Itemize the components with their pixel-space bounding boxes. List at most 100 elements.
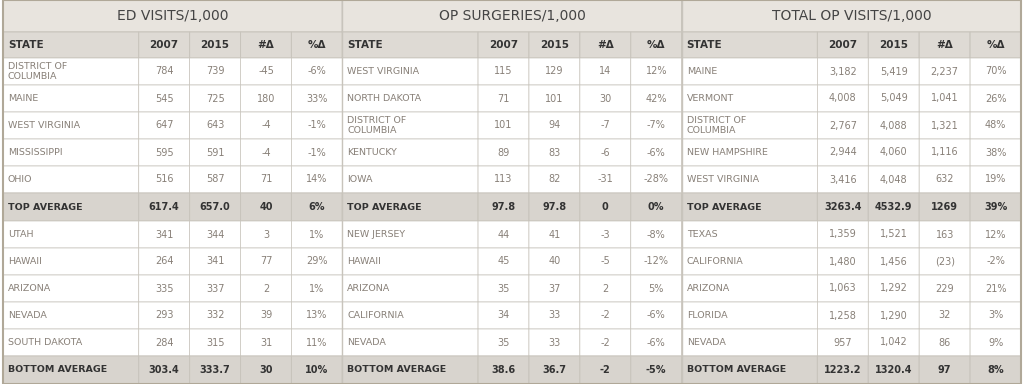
Text: 36.7: 36.7: [543, 365, 566, 375]
Text: 101: 101: [545, 93, 563, 104]
Text: -12%: -12%: [644, 257, 669, 266]
Text: -2%: -2%: [986, 257, 1005, 266]
Bar: [868, 166, 920, 193]
Text: 89: 89: [498, 147, 510, 157]
Text: BOTTOM AVERAGE: BOTTOM AVERAGE: [687, 366, 785, 374]
Text: 587: 587: [206, 174, 224, 184]
Bar: [478, 221, 529, 248]
Bar: [478, 112, 529, 139]
Text: CALIFORNIA: CALIFORNIA: [347, 311, 404, 320]
Bar: [580, 85, 631, 112]
Bar: [138, 221, 189, 248]
Bar: [529, 85, 580, 112]
Text: 1%: 1%: [309, 230, 325, 240]
Bar: [580, 32, 631, 58]
Text: DISTRICT OF
COLUMBIA: DISTRICT OF COLUMBIA: [687, 116, 745, 135]
Text: 647: 647: [155, 121, 173, 131]
Bar: [631, 58, 682, 85]
Bar: [342, 248, 478, 275]
Text: 957: 957: [834, 338, 852, 348]
Text: STATE: STATE: [8, 40, 44, 50]
Bar: [292, 58, 342, 85]
Text: 1,041: 1,041: [931, 93, 958, 104]
Bar: [817, 58, 868, 85]
Text: 293: 293: [155, 311, 173, 321]
Text: MISSISSIPPI: MISSISSIPPI: [8, 148, 62, 157]
Bar: [529, 356, 580, 384]
Bar: [868, 356, 920, 384]
Text: 42%: 42%: [645, 93, 667, 104]
Text: -7%: -7%: [647, 121, 666, 131]
Bar: [920, 32, 970, 58]
Bar: [970, 58, 1021, 85]
Text: 657.0: 657.0: [200, 202, 230, 212]
Text: 45: 45: [498, 257, 510, 266]
Bar: [3, 356, 138, 384]
Text: BOTTOM AVERAGE: BOTTOM AVERAGE: [347, 366, 446, 374]
Bar: [868, 329, 920, 356]
Text: 229: 229: [935, 283, 954, 293]
Bar: [868, 302, 920, 329]
Text: CALIFORNIA: CALIFORNIA: [687, 257, 743, 266]
Text: -7: -7: [600, 121, 610, 131]
Text: -2: -2: [600, 365, 610, 375]
Bar: [970, 302, 1021, 329]
Text: 44: 44: [498, 230, 510, 240]
Text: 3263.4: 3263.4: [824, 202, 861, 212]
Text: %Δ: %Δ: [647, 40, 666, 50]
Text: 48%: 48%: [985, 121, 1007, 131]
Bar: [631, 193, 682, 221]
Bar: [3, 32, 138, 58]
Bar: [292, 139, 342, 166]
Bar: [189, 166, 241, 193]
Bar: [868, 85, 920, 112]
Text: 37: 37: [548, 283, 560, 293]
Bar: [138, 32, 189, 58]
Bar: [970, 329, 1021, 356]
Text: -6%: -6%: [647, 147, 666, 157]
Text: 9%: 9%: [988, 338, 1004, 348]
Text: 643: 643: [206, 121, 224, 131]
Bar: [3, 329, 138, 356]
Text: 33: 33: [548, 338, 560, 348]
Text: 2015: 2015: [540, 40, 569, 50]
Bar: [631, 221, 682, 248]
Text: 2007: 2007: [488, 40, 518, 50]
Bar: [682, 139, 817, 166]
Text: MAINE: MAINE: [8, 94, 38, 103]
Text: 34: 34: [498, 311, 510, 321]
Text: 39%: 39%: [984, 202, 1008, 212]
Text: 97: 97: [938, 365, 951, 375]
Bar: [138, 248, 189, 275]
Text: 632: 632: [935, 174, 954, 184]
Bar: [342, 58, 478, 85]
Text: 113: 113: [495, 174, 513, 184]
Bar: [478, 193, 529, 221]
Bar: [342, 356, 478, 384]
Text: 163: 163: [936, 230, 953, 240]
Text: 40: 40: [548, 257, 560, 266]
Text: 344: 344: [206, 230, 224, 240]
Text: #Δ: #Δ: [258, 40, 274, 50]
Text: 35: 35: [498, 283, 510, 293]
Text: 2015: 2015: [201, 40, 229, 50]
Bar: [631, 139, 682, 166]
Text: TOP AVERAGE: TOP AVERAGE: [8, 202, 83, 212]
Bar: [580, 112, 631, 139]
Bar: [292, 193, 342, 221]
Bar: [817, 329, 868, 356]
Bar: [478, 302, 529, 329]
Bar: [970, 356, 1021, 384]
Bar: [292, 32, 342, 58]
Text: 337: 337: [206, 283, 224, 293]
Bar: [342, 0, 682, 32]
Bar: [682, 221, 817, 248]
Bar: [189, 85, 241, 112]
Bar: [920, 248, 970, 275]
Text: 38.6: 38.6: [492, 365, 515, 375]
Text: 739: 739: [206, 66, 224, 76]
Bar: [631, 248, 682, 275]
Bar: [682, 302, 817, 329]
Bar: [292, 85, 342, 112]
Bar: [478, 248, 529, 275]
